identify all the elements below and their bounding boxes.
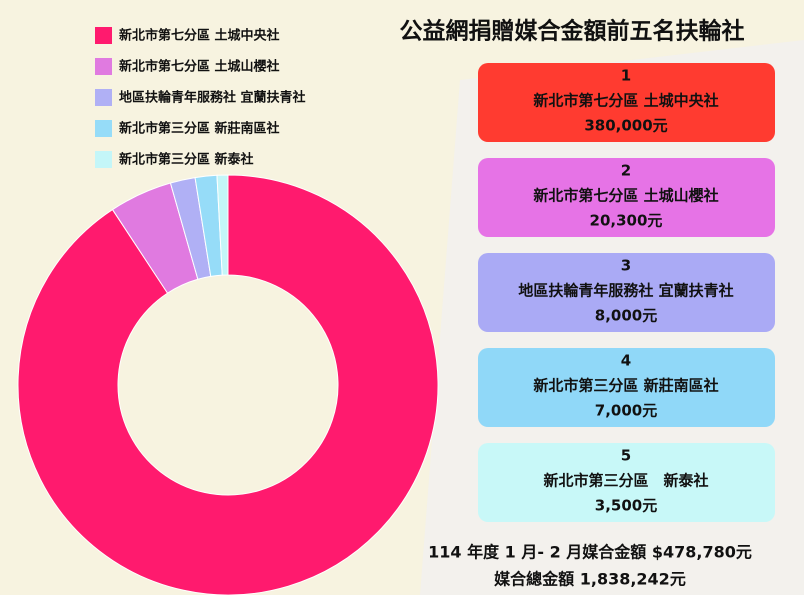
card-amount: 7,000元: [595, 402, 657, 420]
card-amount: 8,000元: [595, 307, 657, 325]
chart-title: 公益網捐贈媒合金額前五名扶輪社: [400, 18, 745, 45]
card-name: 新北市第七分區 土城山櫻社: [533, 187, 718, 205]
card-amount: 20,300元: [590, 212, 663, 230]
rank-number: 5: [621, 447, 631, 465]
legend-swatch: [95, 58, 112, 75]
card-amount: 3,500元: [595, 497, 657, 515]
rank-card: [478, 63, 775, 142]
card-amount: 380,000元: [584, 117, 667, 135]
card-name: 新北市第三分區 新莊南區社: [533, 377, 718, 395]
legend-label: 新北市第七分區 土城山櫻社: [119, 59, 280, 75]
donut-segment: [17, 174, 439, 595]
legend-swatch: [95, 120, 112, 137]
rank-number: 4: [621, 352, 631, 370]
legend-swatch: [95, 89, 112, 106]
rank-card: [478, 253, 775, 332]
donut-segment: [216, 174, 229, 276]
legend-label: 新北市第三分區 新泰社: [119, 152, 254, 168]
card-name: 新北市第七分區 土城中央社: [533, 92, 718, 110]
legend-label: 新北市第三分區 新莊南區社: [119, 121, 280, 137]
legend-swatch: [95, 151, 112, 168]
rank-number: 2: [621, 162, 631, 180]
legend-label: 地區扶輪青年服務社 宜蘭扶青社: [119, 90, 306, 106]
card-name: 新北市第三分區 新泰社: [543, 472, 708, 490]
rank-card: [478, 158, 775, 237]
note: 114 年度 1 月- 2 月媒合金額 $478,780元: [428, 543, 752, 562]
rank-number: 3: [621, 257, 631, 275]
legend-swatch: [95, 27, 112, 44]
rank-card: [478, 348, 775, 427]
rank-number: 1: [621, 67, 631, 85]
note: 媒合總金額 1,838,242元: [494, 570, 686, 589]
legend-label: 新北市第七分區 土城中央社: [119, 28, 280, 44]
card-name: 地區扶輪青年服務社 宜蘭扶青社: [518, 282, 733, 300]
rank-card: [478, 443, 775, 522]
